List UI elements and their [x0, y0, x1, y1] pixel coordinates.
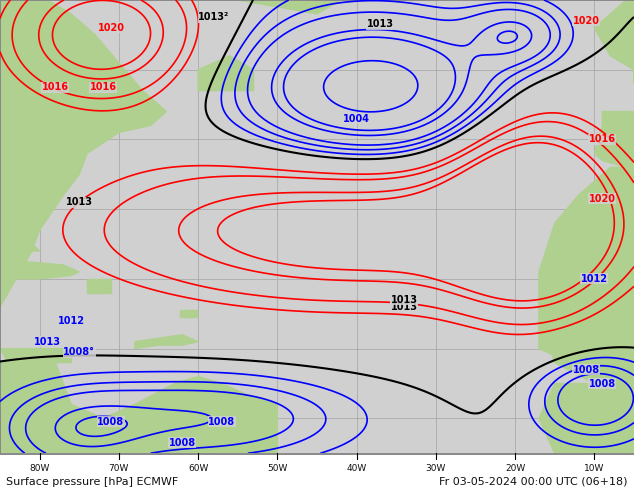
Text: 50W: 50W [267, 464, 288, 473]
Polygon shape [134, 335, 198, 349]
Text: 1013: 1013 [367, 20, 394, 29]
Text: 1016: 1016 [42, 82, 69, 92]
Text: 30W: 30W [425, 464, 446, 473]
Text: 1013²: 1013² [198, 12, 230, 23]
Text: 1012: 1012 [581, 274, 608, 284]
Text: 1008: 1008 [98, 417, 124, 427]
Text: 40W: 40W [347, 464, 366, 473]
Polygon shape [191, 310, 197, 318]
Text: 1020: 1020 [98, 23, 124, 33]
Polygon shape [184, 310, 188, 318]
Text: 1008: 1008 [573, 365, 600, 374]
Polygon shape [0, 356, 277, 453]
Polygon shape [87, 279, 111, 293]
Polygon shape [539, 314, 578, 356]
Polygon shape [198, 56, 254, 91]
Text: 1008°: 1008° [63, 347, 95, 357]
Polygon shape [0, 223, 39, 307]
Polygon shape [595, 112, 634, 168]
Polygon shape [188, 310, 193, 318]
Text: 1008: 1008 [589, 378, 616, 389]
Text: 1012: 1012 [58, 316, 85, 326]
Polygon shape [0, 349, 71, 363]
Text: 1013: 1013 [391, 295, 418, 305]
Polygon shape [180, 310, 184, 318]
Polygon shape [0, 0, 166, 307]
Text: 1016: 1016 [589, 134, 616, 145]
Text: 1004: 1004 [343, 114, 370, 123]
Text: 1008: 1008 [169, 438, 196, 448]
Polygon shape [539, 384, 634, 453]
Text: Fr 03-05-2024 00:00 UTC (06+18): Fr 03-05-2024 00:00 UTC (06+18) [439, 477, 628, 487]
Text: 1013: 1013 [391, 302, 418, 312]
Text: 1020: 1020 [589, 194, 616, 204]
Polygon shape [0, 262, 79, 279]
Text: 10W: 10W [584, 464, 605, 473]
Text: 1008: 1008 [209, 417, 235, 427]
Text: 70W: 70W [108, 464, 129, 473]
Polygon shape [595, 0, 634, 84]
Text: 60W: 60W [188, 464, 209, 473]
Text: 1020: 1020 [573, 16, 600, 26]
Text: Surface pressure [hPa] ECMWF: Surface pressure [hPa] ECMWF [6, 477, 179, 487]
Text: 1013: 1013 [34, 337, 61, 347]
Text: 20W: 20W [505, 464, 525, 473]
Polygon shape [539, 168, 634, 384]
Polygon shape [238, 0, 341, 14]
Text: 1013: 1013 [66, 197, 93, 207]
Text: 1016: 1016 [89, 82, 117, 92]
Polygon shape [0, 262, 23, 272]
Text: 80W: 80W [29, 464, 50, 473]
